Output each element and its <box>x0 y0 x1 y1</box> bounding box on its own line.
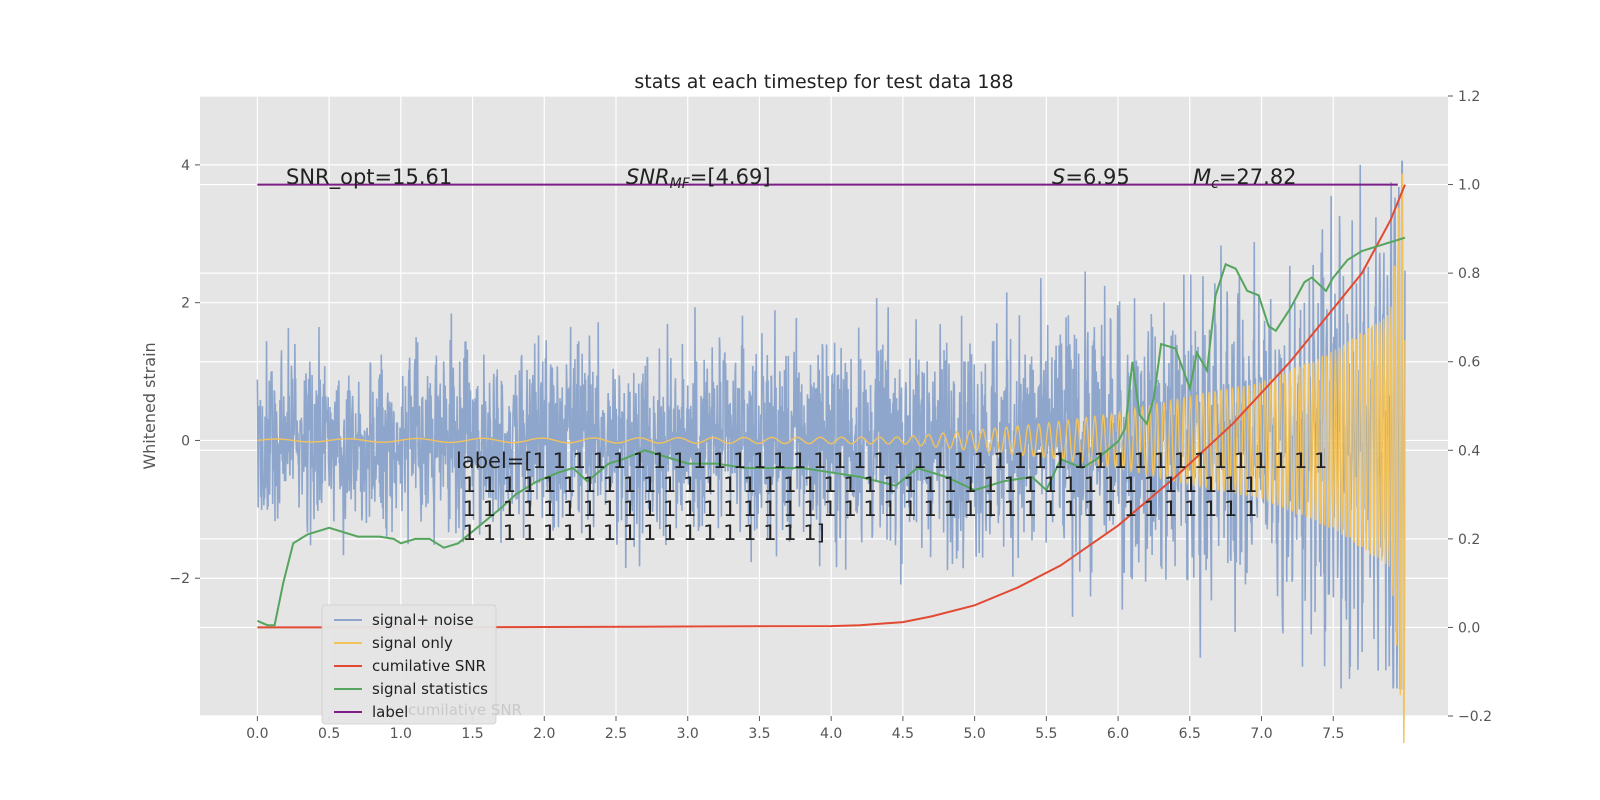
x-tick-label: 1.0 <box>390 726 412 742</box>
x-tick-label: 7.0 <box>1250 726 1272 742</box>
y-right-tick-label: 0.4 <box>1458 443 1480 459</box>
mc-symbol: M <box>1193 165 1211 189</box>
x-tick-label: 4.5 <box>892 726 914 742</box>
y-left-tick-label: 2 <box>181 296 190 312</box>
legend-ghost-text: cumilative SNR <box>408 701 522 719</box>
x-tick-label: 5.0 <box>963 726 985 742</box>
x-tick-label: 0.0 <box>246 726 268 742</box>
axis-ticks: 0.0 0.5 1.0 1.5 2.0 2.5 3.0 3.5 4.0 4.5 5.0 5.5 6.0 6… <box>169 89 1492 742</box>
y-right-tick-label: 1.0 <box>1458 178 1480 194</box>
legend-box <box>321 604 497 725</box>
snr-mf-symbol: SNR <box>626 165 670 189</box>
y-right-tick-label: 0.0 <box>1458 620 1480 636</box>
legend-items: signal+ noise signal only cumilative SNR si… <box>334 611 488 721</box>
chart-title: stats at each timestep for test data 188 <box>634 71 1013 93</box>
s-value: =6.95 <box>1065 165 1129 189</box>
y-right-tick-label: 0.2 <box>1458 532 1480 548</box>
x-tick-label: 3.0 <box>677 726 699 742</box>
x-tick-label: 1.5 <box>461 726 483 742</box>
x-tick-label: 7.5 <box>1322 726 1344 742</box>
snr-mf-subscript: MF <box>670 176 691 192</box>
y-right-tick-label: −0.2 <box>1458 709 1492 725</box>
mc-subscript: c <box>1211 176 1219 192</box>
y-right-tick-label: 0.6 <box>1458 355 1480 371</box>
y-left-tick-label: −2 <box>169 571 190 587</box>
series-line-signal-only <box>257 173 1406 744</box>
y-left-tick-label: 4 <box>181 158 190 174</box>
annotations: SNR_opt=15.61 SNRMF=[4.69] S=6.95 Mc=27.… <box>286 165 1327 545</box>
series-signal-only <box>257 173 1406 744</box>
x-tick-label: 6.0 <box>1107 726 1129 742</box>
x-tick-label: 0.5 <box>318 726 340 742</box>
x-tick-label: 5.5 <box>1035 726 1057 742</box>
y-left-tick-label: 0 <box>181 433 190 449</box>
y-right-tick-label: 1.2 <box>1458 89 1480 105</box>
y-right-tick-label: 0.8 <box>1458 266 1480 282</box>
series-line-signal-statistics <box>256 236 1406 627</box>
legend-label: label <box>372 703 408 721</box>
series-line-cumilative-snr <box>257 184 1406 629</box>
label-annotation-line-3: 1 1 1 1 1 1 1 1 1 1 1 1 1 1 1 1 1 1 1 1 … <box>456 497 1257 521</box>
x-tick-label: 6.5 <box>1179 726 1201 742</box>
x-tick-label: 2.5 <box>605 726 627 742</box>
s-annotation: S=6.95 <box>1052 165 1130 189</box>
label-annotation-line-4: 1 1 1 1 1 1 1 1 1 1 1 1 1 1 1 1 1 1] <box>456 521 825 545</box>
series-lines <box>256 183 1406 629</box>
label-annotation-line-2: 1 1 1 1 1 1 1 1 1 1 1 1 1 1 1 1 1 1 1 1 … <box>456 473 1257 497</box>
mc-annotation: Mc=27.82 <box>1193 165 1297 192</box>
legend: cumilative SNR signal+ noise signal only c… <box>321 604 522 725</box>
x-tick-label: 3.5 <box>748 726 770 742</box>
mc-value: =27.82 <box>1219 165 1297 189</box>
x-tick-label: 2.0 <box>533 726 555 742</box>
x-tick-label: 4.0 <box>820 726 842 742</box>
snr-mf-value: =[4.69] <box>690 165 771 189</box>
label-annotation-line-1: label=[1 1 1 1 1 1 1 1 1 1 1 1 1 1 1 1 1… <box>456 449 1327 473</box>
legend-label: signal only <box>372 634 453 652</box>
s-symbol: S <box>1052 165 1065 189</box>
snr-mf-annotation: SNRMF=[4.69] <box>626 165 771 192</box>
y-axis-label: Whitened strain <box>140 342 159 469</box>
legend-label: signal statistics <box>372 680 488 698</box>
legend-label: cumilative SNR <box>372 657 486 675</box>
snr-opt-annotation: SNR_opt=15.61 <box>286 165 452 190</box>
legend-label: signal+ noise <box>372 611 474 629</box>
